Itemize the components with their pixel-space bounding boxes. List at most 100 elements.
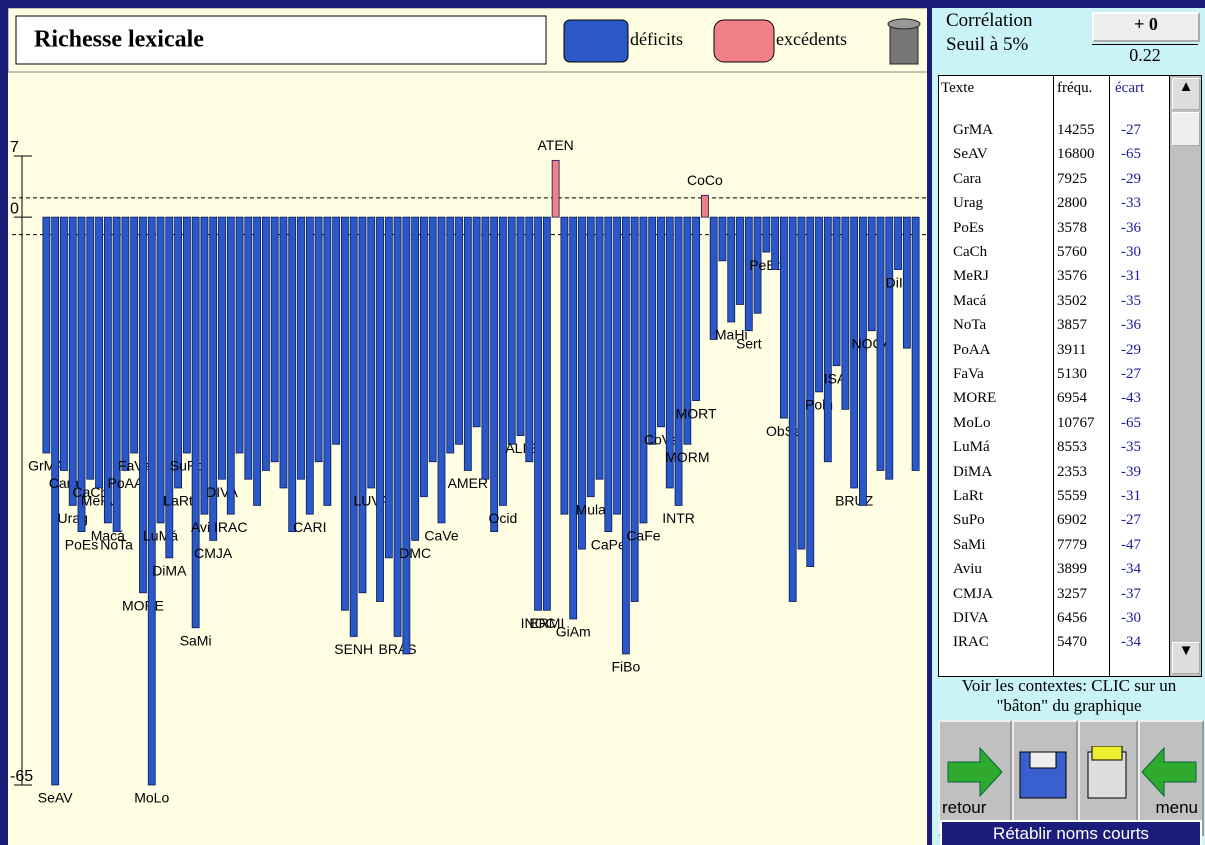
correlation-button[interactable]: + 0 xyxy=(1092,12,1200,42)
bar[interactable] xyxy=(86,216,95,480)
bar[interactable] xyxy=(367,216,376,489)
bar[interactable] xyxy=(542,216,551,611)
bar[interactable] xyxy=(297,216,305,480)
bar[interactable] xyxy=(481,216,490,480)
bar[interactable] xyxy=(700,194,709,218)
save-button[interactable] xyxy=(1012,720,1078,836)
bar[interactable] xyxy=(499,216,507,506)
bar[interactable] xyxy=(551,159,560,218)
bar[interactable] xyxy=(226,216,235,515)
bar[interactable] xyxy=(51,216,60,786)
bar[interactable] xyxy=(130,216,139,454)
bar[interactable] xyxy=(736,216,744,305)
bar[interactable] xyxy=(95,216,103,489)
bar[interactable] xyxy=(876,216,885,471)
bar[interactable] xyxy=(411,216,420,541)
bar[interactable] xyxy=(358,216,367,594)
bar[interactable] xyxy=(332,216,341,445)
bar[interactable] xyxy=(112,216,121,533)
menu-button[interactable]: menu xyxy=(1138,720,1204,836)
bar[interactable] xyxy=(516,216,525,436)
bar[interactable] xyxy=(762,216,771,253)
bar[interactable] xyxy=(60,216,68,471)
bar[interactable] xyxy=(815,216,823,393)
bar[interactable] xyxy=(200,216,209,515)
bar[interactable] xyxy=(560,216,569,515)
bar[interactable] xyxy=(253,216,262,506)
bar[interactable] xyxy=(569,216,578,620)
bar[interactable] xyxy=(446,216,455,454)
bar[interactable] xyxy=(859,216,867,506)
back-button[interactable]: retour xyxy=(938,720,1012,836)
print-button[interactable] xyxy=(1078,720,1138,836)
bar[interactable] xyxy=(218,216,226,480)
bar[interactable] xyxy=(139,216,147,594)
bar[interactable] xyxy=(261,216,270,471)
bar[interactable] xyxy=(683,216,692,445)
bar[interactable] xyxy=(156,216,165,524)
bar[interactable] xyxy=(455,216,463,445)
bar[interactable] xyxy=(428,216,437,463)
bar[interactable] xyxy=(534,216,542,611)
bar[interactable] xyxy=(797,216,806,550)
bar[interactable] xyxy=(771,216,780,270)
bar[interactable] xyxy=(806,216,815,567)
bar[interactable] xyxy=(902,216,911,349)
bar[interactable] xyxy=(147,216,156,786)
bar[interactable] xyxy=(718,216,727,262)
bar[interactable] xyxy=(314,216,323,463)
bar[interactable] xyxy=(437,216,446,524)
bar[interactable] xyxy=(867,216,876,332)
bar[interactable] xyxy=(586,216,595,498)
bar[interactable] xyxy=(525,216,534,463)
bar[interactable] xyxy=(244,216,253,480)
bar[interactable] xyxy=(630,216,639,602)
trash-icon[interactable] xyxy=(887,18,921,65)
bar[interactable] xyxy=(376,216,384,602)
bar[interactable] xyxy=(121,216,130,471)
bar[interactable] xyxy=(692,216,701,401)
bar[interactable] xyxy=(279,216,288,489)
bar[interactable] xyxy=(832,216,841,367)
bar[interactable] xyxy=(894,216,902,270)
reset-button[interactable]: Rétablir noms courts xyxy=(940,820,1202,845)
bar[interactable] xyxy=(209,216,218,541)
bar[interactable] xyxy=(885,216,894,480)
scrollbar[interactable]: ▲ ▼ xyxy=(1169,76,1201,676)
bar[interactable] xyxy=(165,216,174,559)
bar[interactable] xyxy=(753,216,762,314)
bar[interactable] xyxy=(674,216,683,506)
bar[interactable] xyxy=(639,216,648,524)
bar[interactable] xyxy=(911,216,920,471)
bar[interactable] xyxy=(402,216,411,655)
bar[interactable] xyxy=(288,216,297,533)
bar[interactable] xyxy=(823,216,832,463)
bar[interactable] xyxy=(709,216,718,340)
bar[interactable] xyxy=(727,216,736,323)
bar[interactable] xyxy=(841,216,850,410)
bar[interactable] xyxy=(191,216,200,629)
bar[interactable] xyxy=(595,216,604,480)
bar[interactable] xyxy=(665,216,674,489)
bar[interactable] xyxy=(384,216,393,559)
bar[interactable] xyxy=(507,216,516,445)
bar[interactable] xyxy=(604,216,613,533)
bar[interactable] xyxy=(621,216,630,655)
bar[interactable] xyxy=(578,216,586,550)
bar[interactable] xyxy=(103,216,112,524)
bar[interactable] xyxy=(420,216,428,498)
bar[interactable] xyxy=(472,216,481,428)
bar[interactable] xyxy=(744,216,753,332)
bar[interactable] xyxy=(77,216,86,533)
bar[interactable] xyxy=(235,216,244,454)
bar[interactable] xyxy=(42,216,51,454)
bar[interactable] xyxy=(648,216,657,445)
bar[interactable] xyxy=(657,216,665,428)
bar[interactable] xyxy=(779,216,788,419)
bar[interactable] xyxy=(349,216,358,637)
bar[interactable] xyxy=(68,216,77,506)
bar[interactable] xyxy=(613,216,622,515)
bar[interactable] xyxy=(270,216,279,463)
bar[interactable] xyxy=(490,216,499,533)
bar[interactable] xyxy=(393,216,402,637)
